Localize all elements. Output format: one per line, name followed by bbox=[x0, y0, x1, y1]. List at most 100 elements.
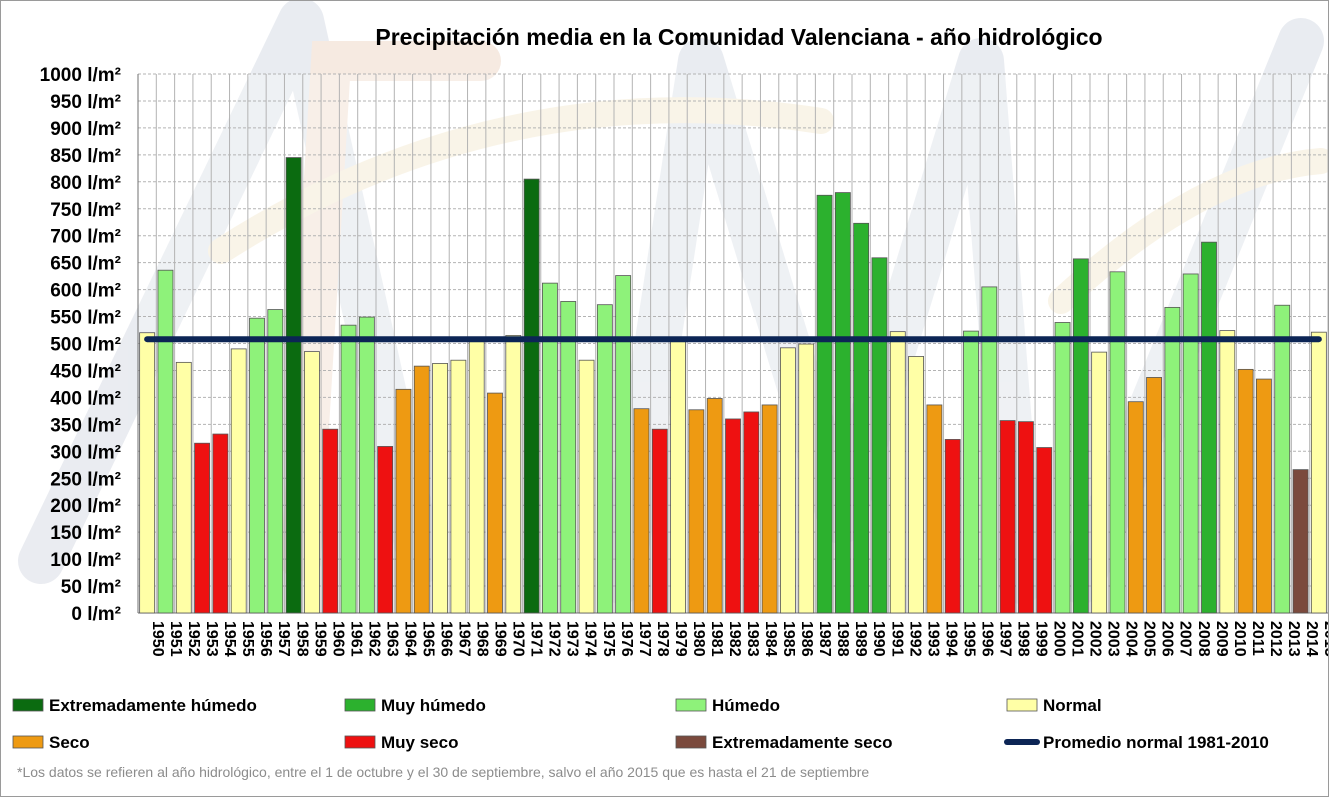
y-tick-label: 850 l/m² bbox=[50, 146, 121, 167]
bar-1983 bbox=[725, 418, 741, 614]
x-tick-label: 1983 bbox=[744, 621, 761, 657]
bar-2010 bbox=[1219, 330, 1236, 614]
legend-label: Promedio normal 1981-2010 bbox=[1043, 733, 1269, 752]
x-tick-label: 1987 bbox=[816, 621, 833, 657]
x-tick-label: 1992 bbox=[906, 621, 923, 657]
y-tick-label: 950 l/m² bbox=[50, 92, 121, 113]
y-tick-label: 600 l/m² bbox=[50, 281, 121, 302]
bar-1987 bbox=[798, 343, 815, 614]
bar-2005 bbox=[1127, 401, 1144, 614]
y-tick-label: 200 l/m² bbox=[50, 496, 121, 517]
x-tick-label: 1991 bbox=[888, 621, 905, 657]
x-tick-label: 1986 bbox=[798, 621, 815, 657]
x-tick-label: 1953 bbox=[203, 621, 220, 657]
y-tick-label: 100 l/m² bbox=[50, 550, 121, 571]
bar-1965 bbox=[395, 388, 412, 614]
bar-1976 bbox=[596, 304, 613, 614]
bar-1979 bbox=[651, 428, 668, 614]
x-tick-label: 2004 bbox=[1123, 621, 1140, 657]
x-tick-label: 1957 bbox=[275, 621, 292, 657]
bar-1992 bbox=[889, 331, 906, 614]
x-tick-label: 1979 bbox=[672, 621, 689, 657]
x-tick-label: 1960 bbox=[329, 621, 346, 657]
y-tick-label: 750 l/m² bbox=[50, 200, 121, 221]
bar-2011 bbox=[1237, 368, 1254, 614]
y-tick-label: 150 l/m² bbox=[50, 523, 121, 544]
y-tick-label: 900 l/m² bbox=[50, 119, 121, 140]
x-tick-label: 1980 bbox=[690, 621, 707, 657]
legend: Extremadamente húmedo Muy húmedo Húmedo Nor… bbox=[12, 696, 1269, 752]
x-tick-label: 1955 bbox=[239, 621, 256, 657]
x-tick-label: 1967 bbox=[456, 621, 473, 657]
x-tick-label: 1959 bbox=[311, 621, 328, 657]
bar-2000 bbox=[1036, 447, 1053, 614]
x-tick-label: 1956 bbox=[257, 621, 274, 657]
bar-1957 bbox=[249, 317, 265, 614]
x-tick-label: 1964 bbox=[401, 621, 418, 657]
bar-2007 bbox=[1164, 306, 1181, 614]
x-tick-label: 2003 bbox=[1105, 621, 1122, 657]
bar-1963 bbox=[358, 316, 375, 614]
x-tick-label: 1950 bbox=[149, 621, 166, 657]
x-tick-label: 1961 bbox=[347, 621, 364, 657]
footnote: *Los datos se refieren al año hidrológic… bbox=[17, 764, 869, 780]
bar-1970 bbox=[487, 392, 503, 614]
legend-label: Extremadamente húmedo bbox=[49, 696, 257, 715]
y-tick-label: 800 l/m² bbox=[50, 173, 121, 194]
legend-swatch-eh bbox=[12, 698, 44, 712]
y-axis-ticks: 0 l/m² 50 l/m² 100 l/m² 150 l/m² 200 l/m² 250… bbox=[40, 65, 121, 625]
bar-1996 bbox=[963, 330, 979, 614]
bar-1984 bbox=[743, 411, 760, 614]
y-tick-label: 400 l/m² bbox=[50, 388, 121, 409]
x-tick-label: 2007 bbox=[1177, 621, 1194, 657]
x-tick-label: 1954 bbox=[221, 621, 238, 657]
x-tick-label: 1968 bbox=[474, 621, 491, 657]
bar-1975 bbox=[578, 359, 595, 614]
x-tick-label: 2001 bbox=[1069, 621, 1086, 657]
x-tick-label: 2002 bbox=[1087, 621, 1104, 657]
y-tick-label: 450 l/m² bbox=[50, 361, 121, 382]
x-tick-label: 1952 bbox=[185, 621, 202, 657]
bar-1978 bbox=[633, 408, 650, 614]
x-tick-label: 2000 bbox=[1051, 621, 1068, 657]
x-tick-label: 1988 bbox=[834, 621, 851, 657]
x-tick-label: 1970 bbox=[510, 621, 527, 657]
chart-title: Precipitación media en la Comunidad Vale… bbox=[375, 24, 1102, 50]
bar-2003 bbox=[1091, 351, 1108, 614]
bar-2014 bbox=[1292, 469, 1309, 614]
x-tick-label: 1989 bbox=[852, 621, 869, 657]
x-tick-label: 1999 bbox=[1033, 621, 1050, 657]
bar-1950 bbox=[139, 332, 156, 614]
bar-2006 bbox=[1146, 377, 1162, 614]
x-tick-label: 2012 bbox=[1267, 621, 1284, 657]
x-tick-label: 1984 bbox=[762, 621, 779, 657]
bar-1958 bbox=[267, 309, 284, 614]
bar-1985 bbox=[761, 404, 778, 614]
bar-1951 bbox=[157, 269, 174, 614]
bar-1986 bbox=[780, 347, 796, 614]
bar-1955 bbox=[212, 433, 229, 614]
x-tick-label: 1977 bbox=[636, 621, 653, 657]
y-tick-label: 300 l/m² bbox=[50, 442, 121, 463]
bar-1994 bbox=[926, 404, 943, 614]
bar-1981 bbox=[688, 409, 705, 614]
bar-1989 bbox=[834, 192, 851, 614]
x-tick-label: 1975 bbox=[600, 621, 617, 657]
x-tick-label: 1985 bbox=[780, 621, 797, 657]
x-tick-label: 2014 bbox=[1303, 621, 1320, 657]
x-tick-label: 1958 bbox=[293, 621, 310, 657]
y-tick-label: 50 l/m² bbox=[61, 577, 121, 598]
x-tick-label: 1995 bbox=[960, 621, 977, 657]
legend-swatch-es bbox=[675, 735, 707, 749]
bar-1993 bbox=[908, 356, 924, 614]
bar-1964 bbox=[377, 446, 394, 614]
bar-1988 bbox=[816, 194, 833, 614]
x-tick-label: 2005 bbox=[1141, 621, 1158, 657]
x-tick-label: 1998 bbox=[1014, 621, 1031, 657]
x-tick-label: 1993 bbox=[924, 621, 941, 657]
bar-1972 bbox=[523, 178, 540, 614]
x-tick-label: 2013 bbox=[1285, 621, 1302, 657]
bar-1997 bbox=[981, 286, 998, 614]
